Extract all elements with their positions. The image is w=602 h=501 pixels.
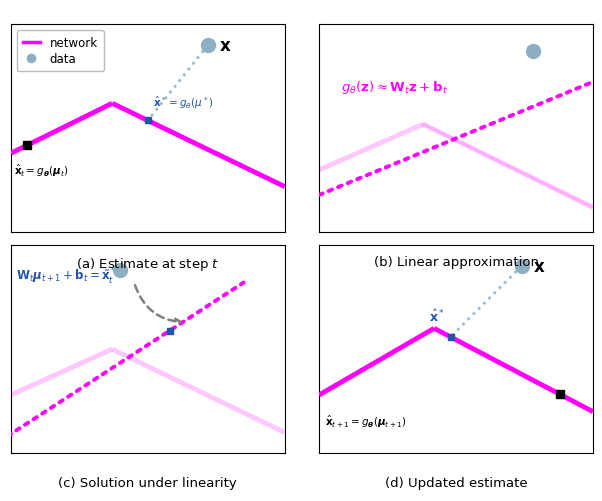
- Text: $\hat{\mathbf{x}}_{t+1} = g_{\boldsymbol{\theta}}(\boldsymbol{\mu}_{t+1})$: $\hat{\mathbf{x}}_{t+1} = g_{\boldsymbol…: [324, 413, 406, 429]
- Text: (d) Updated estimate: (d) Updated estimate: [385, 476, 527, 489]
- Legend: network, data: network, data: [17, 31, 104, 72]
- Text: $\mathbf{W}_t\boldsymbol{\mu}_{t+1} + \mathbf{b}_t = \tilde{\mathbf{x}}_t^*$: $\mathbf{W}_t\boldsymbol{\mu}_{t+1} + \m…: [16, 266, 117, 287]
- Text: $g_\theta(\mathbf{z}) \approx \mathbf{W}_t\mathbf{z} + \mathbf{b}_t$: $g_\theta(\mathbf{z}) \approx \mathbf{W}…: [341, 79, 448, 96]
- Text: (a) Estimate at step $t$: (a) Estimate at step $t$: [76, 256, 220, 273]
- Text: $\mathbf{x}$: $\mathbf{x}$: [219, 37, 232, 55]
- Text: (b) Linear approximation: (b) Linear approximation: [373, 256, 539, 269]
- Text: $\hat{\mathbf{x}}^* = g_\theta(\mu^*)$: $\hat{\mathbf{x}}^* = g_\theta(\mu^*)$: [154, 95, 214, 111]
- Text: $\hat{\mathbf{x}}^*$: $\hat{\mathbf{x}}^*$: [429, 309, 445, 325]
- Text: (c) Solution under linearity: (c) Solution under linearity: [58, 476, 237, 489]
- Text: $\mathbf{x}$: $\mathbf{x}$: [533, 258, 545, 275]
- Text: $\hat{\mathbf{x}}_t = g_{\boldsymbol{\theta}}(\boldsymbol{\mu}_t)$: $\hat{\mathbf{x}}_t = g_{\boldsymbol{\th…: [14, 162, 68, 179]
